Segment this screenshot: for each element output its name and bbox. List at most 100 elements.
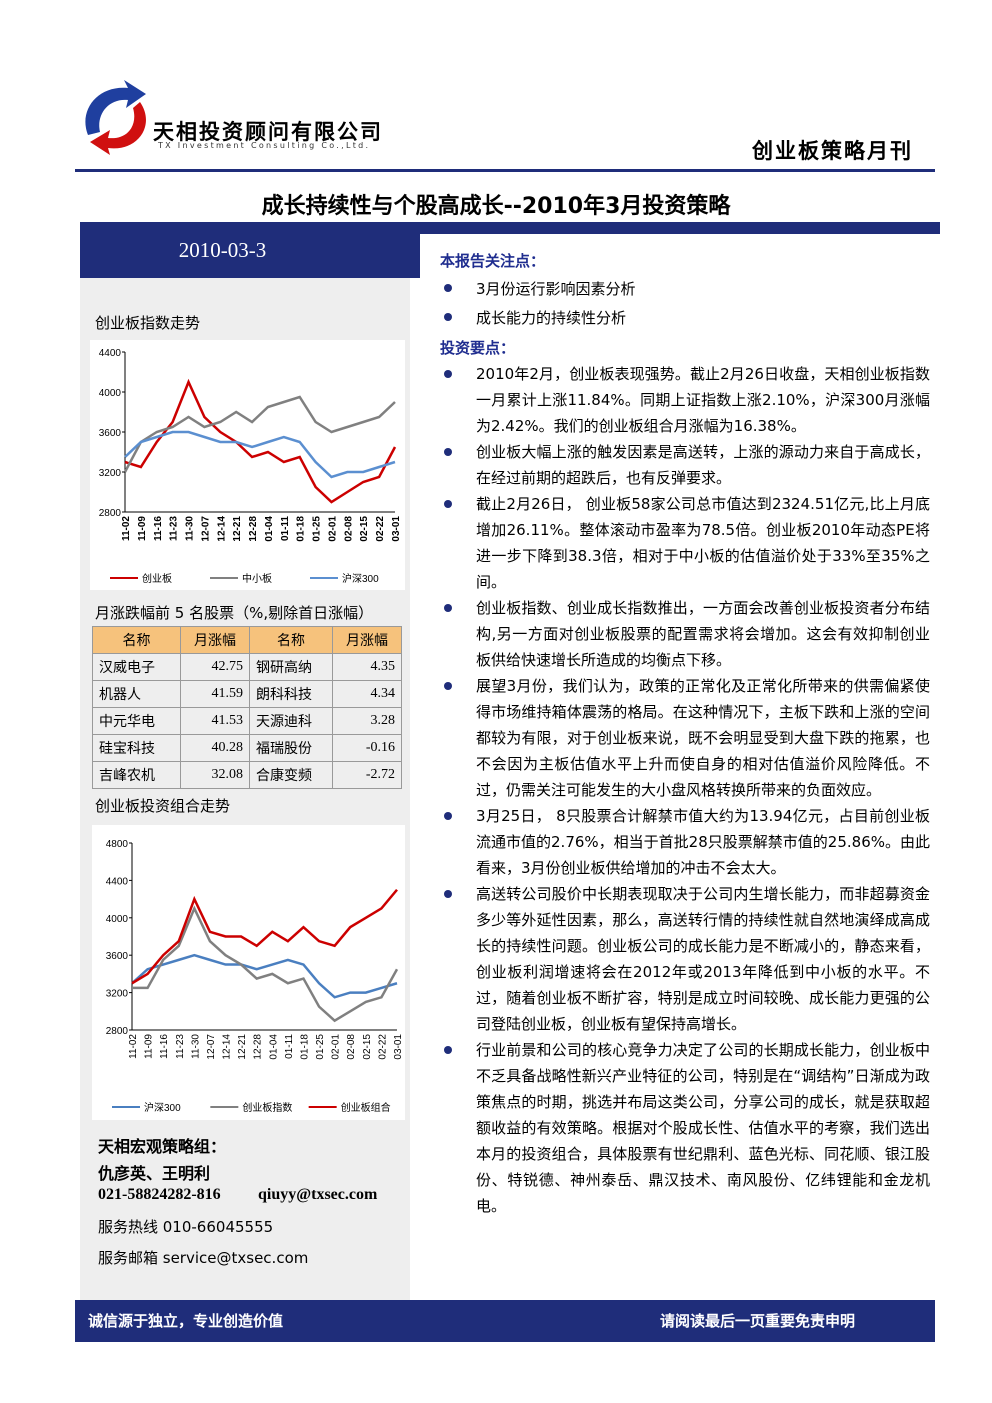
table-cell: -0.16 xyxy=(332,734,402,762)
x-tick-label: 02-01 xyxy=(327,516,338,542)
x-tick-label: 02-15 xyxy=(362,1034,373,1060)
y-tick-label: 4400 xyxy=(106,876,129,887)
key-point: 2010年2月，创业板表现强势。截止2月26日收盘，天相创业板指数一月累计上涨1… xyxy=(440,361,930,439)
line xyxy=(124,430,396,479)
band xyxy=(420,222,940,234)
x-tick-label: 01-25 xyxy=(315,1034,326,1060)
hotline: 服务热线 010-66045555 xyxy=(98,1218,274,1236)
x-tick-label: 01-11 xyxy=(284,1034,295,1059)
line xyxy=(131,888,398,985)
footer-left: 诚信源于独立，专业创造价值 xyxy=(88,1312,284,1330)
legend-label: 创业板指数 xyxy=(242,1101,292,1114)
key-heading: 投资要点： xyxy=(440,339,516,357)
key-point: 3月25日， 8只股票合计解禁市值大约为13.94亿元，占目前创业板流通市值的2… xyxy=(440,803,930,881)
header-row: 名称 月涨幅 名称 月涨幅 xyxy=(92,626,402,654)
table-cell: 32.08 xyxy=(180,761,250,789)
x-tick-label: 02-01 xyxy=(331,1034,342,1060)
table-cell: 中元华电 xyxy=(92,707,181,735)
table-cell: 硅宝科技 xyxy=(92,734,181,762)
key-point: 创业板指数、创业成长指数推出，一方面会改善创业板投资者分布结构,另一方面对创业板… xyxy=(440,595,930,673)
chart: 2800 3200 3600 4000 4400 4800 11-02 11-09 11-16 1… xyxy=(92,825,405,1120)
table-row: 机器人 41.59 朗科科技 4.34 xyxy=(92,680,402,708)
y-tick-label: 3200 xyxy=(106,989,129,1000)
x-tick-label: 03-01 xyxy=(393,1034,404,1060)
table-cell: 41.59 xyxy=(180,680,250,708)
key-point: 截止2月26日， 创业板58家公司总市值达到2324.51亿元,比上月底增加26… xyxy=(440,491,930,595)
table-cell: 合康变频 xyxy=(249,761,333,789)
x-tick-label: 12-21 xyxy=(237,1034,248,1060)
key-point: 行业前景和公司的核心竞争力决定了公司的长期成长能力，创业板中不乏具备战略性新兴产… xyxy=(440,1037,930,1219)
x-tick-label: 11-09 xyxy=(137,516,148,541)
company-name-en: TX Investment Consulting Co.,Ltd. xyxy=(158,141,371,150)
x-tick-label: 11-30 xyxy=(190,1034,201,1059)
line xyxy=(132,905,399,1023)
x-tick-label: 12-28 xyxy=(253,1034,264,1060)
table-cell: 朗科科技 xyxy=(249,680,333,708)
x-tick-label: 02-22 xyxy=(377,1034,388,1060)
x-tick-label: 11-23 xyxy=(175,1034,186,1059)
table-row: 硅宝科技 40.28 福瑞股份 -0.16 xyxy=(92,734,402,762)
legend-label: 创业板 xyxy=(142,572,172,585)
x-tick-label: 12-21 xyxy=(232,516,243,542)
table-cell: 机器人 xyxy=(92,680,181,708)
legend-label: 创业板组合 xyxy=(341,1101,391,1114)
x-tick-label: 01-04 xyxy=(264,516,275,542)
company-name: 天相投资顾问有限公司 xyxy=(153,120,383,144)
x-tick-label: 02-15 xyxy=(359,516,370,542)
x-tick-label: 02-08 xyxy=(346,1034,357,1060)
legend-label: 沪深300 xyxy=(144,1101,181,1114)
chart-title: 创业板投资组合走势 xyxy=(95,797,231,815)
contact-heading: 天相宏观策略组： xyxy=(98,1137,227,1156)
x-tick-label: 11-30 xyxy=(185,516,196,541)
y-tick-label: 4800 xyxy=(106,839,129,850)
footer xyxy=(75,1300,935,1342)
x-tick-label: 11-02 xyxy=(128,1034,139,1059)
table-row: 汉威电子 42.75 钢研高纳 4.35 xyxy=(92,653,402,681)
x-tick-label: 12-14 xyxy=(222,1034,233,1060)
table-cell: 4.34 xyxy=(332,680,402,708)
table-cell: -2.72 xyxy=(332,761,402,789)
table-cell: 3.28 xyxy=(332,707,402,735)
y-tick-label: 3600 xyxy=(99,428,122,439)
y-tick-label: 2800 xyxy=(99,508,122,519)
x-tick-label: 11-16 xyxy=(159,1034,170,1059)
legend-label: 中小板 xyxy=(242,572,272,585)
y-tick-label: 4400 xyxy=(99,348,122,359)
header-cell: 月涨幅 xyxy=(332,626,402,654)
focus-heading: 本报告关注点： xyxy=(440,252,546,270)
date-box xyxy=(80,222,420,278)
focus-list: 3月份运行影响因素分析 成长能力的持续性分析 xyxy=(440,275,930,333)
x-tick-label: 11-02 xyxy=(121,516,132,541)
y-tick-label: 2800 xyxy=(106,1026,129,1037)
table-cell: 福瑞股份 xyxy=(249,734,333,762)
date: 2010-03-3 xyxy=(178,238,267,262)
x-tick-label: 12-07 xyxy=(206,1034,217,1060)
x-tick-label: 02-22 xyxy=(375,516,386,542)
logo xyxy=(85,80,146,155)
header-cell: 名称 xyxy=(249,626,333,654)
line xyxy=(123,395,396,473)
contact-email: qiuyy@txsec.com xyxy=(258,1186,378,1203)
header-cell: 月涨幅 xyxy=(180,626,250,654)
x-tick-label: 01-18 xyxy=(296,516,307,542)
line xyxy=(124,378,397,504)
x-tick-label: 11-23 xyxy=(169,516,180,541)
table-row: 中元华电 41.53 天源迪科 3.28 xyxy=(92,707,402,735)
table-cell: 4.35 xyxy=(332,653,402,681)
table-cell: 40.28 xyxy=(180,734,250,762)
table-cell: 天源迪科 xyxy=(249,707,333,735)
contact-phone: 021-58824282-816 xyxy=(98,1186,221,1203)
table-cell: 吉峰农机 xyxy=(92,761,181,789)
legend-label: 沪深300 xyxy=(342,572,379,585)
table-cell: 41.53 xyxy=(180,707,250,735)
focus-item: 成长能力的持续性分析 xyxy=(440,304,930,333)
x-tick-label: 12-28 xyxy=(248,516,259,542)
x-tick-label: 01-25 xyxy=(312,516,323,542)
table-cell: 42.75 xyxy=(180,653,250,681)
mailbox: 服务邮箱 service@txsec.com xyxy=(98,1249,309,1267)
x-tick-label: 01-18 xyxy=(299,1034,310,1060)
x-tick-label: 01-04 xyxy=(268,1034,279,1060)
key-point: 展望3月份，我们认为，政策的正常化及正常化所带来的供需偏紧使得市场维持箱体震荡的… xyxy=(440,673,930,803)
table: 名称 月涨幅 名称 月涨幅 汉威电子 42.75 钢研高纳 4.35 机器人 41.59 朗… xyxy=(92,626,402,789)
